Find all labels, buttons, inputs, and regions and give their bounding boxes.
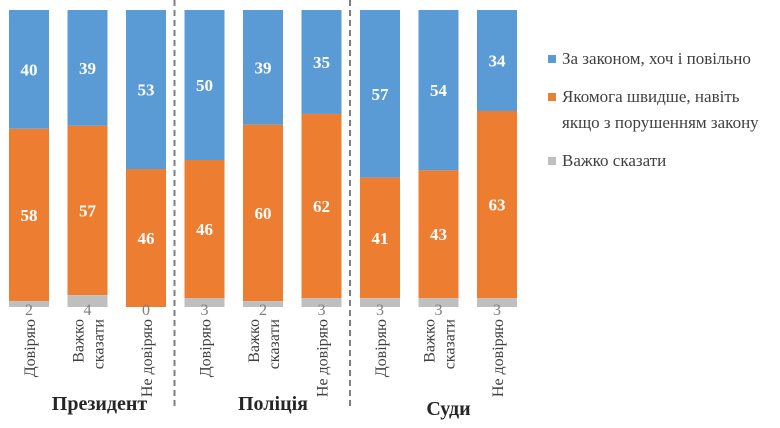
data-label: 43 [430, 225, 447, 244]
data-label: 46 [138, 229, 155, 248]
data-label: 39 [79, 59, 96, 78]
bar-segment [301, 10, 342, 114]
data-label: 2 [259, 302, 267, 319]
group-label: Поліція [238, 393, 308, 415]
legend-label: Важко сказати [562, 151, 667, 170]
bar-segment [477, 110, 517, 299]
bar-segment [126, 10, 166, 169]
bar-segment [301, 113, 342, 299]
category-label: Не довіряю [490, 319, 507, 397]
bar-segment [184, 160, 225, 298]
category-label: Не довіряю [139, 319, 156, 397]
bar-segment [243, 124, 283, 302]
data-label: 3 [318, 302, 326, 319]
legend-label: За законом, хоч і повільно [562, 49, 751, 68]
legend-label: Якомога швидше, навіть якщо з порушенням… [562, 87, 759, 132]
bar-segment [477, 298, 517, 307]
data-label: 50 [196, 76, 213, 95]
bar-segment [9, 128, 49, 302]
data-label: 53 [138, 81, 155, 100]
category-label: Довіряю [22, 319, 39, 377]
data-label: 57 [372, 85, 390, 104]
group-label: Суди [426, 398, 470, 420]
bar-segment [360, 10, 400, 178]
data-label: 3 [201, 302, 209, 319]
category-label: Довіряю [373, 319, 390, 377]
data-label: 3 [435, 302, 443, 319]
bar-segment [418, 298, 459, 307]
data-label: 3 [493, 302, 501, 319]
data-label: 34 [489, 51, 507, 70]
group-label: Президент [52, 393, 148, 415]
data-label: 58 [21, 206, 38, 225]
data-label: 40 [21, 60, 38, 79]
data-label: 54 [430, 81, 448, 100]
category-label: сказати [266, 319, 283, 370]
data-label: 41 [372, 229, 389, 248]
legend-swatch-orange [548, 93, 556, 101]
bar-segment [67, 295, 108, 307]
bar-segment [184, 10, 225, 160]
data-label: 2 [25, 302, 33, 319]
data-label: 4 [84, 302, 92, 319]
data-label: 60 [255, 204, 272, 223]
category-label: Важко [71, 319, 88, 363]
bar-segment [184, 298, 225, 307]
legend-item-lawful: За законом, хоч і повільно [548, 46, 778, 72]
category-label: сказати [442, 319, 459, 370]
data-label: 62 [313, 197, 330, 216]
bar-segment [418, 170, 459, 299]
legend-swatch-gray [548, 157, 556, 165]
bar-segment [9, 301, 49, 307]
data-label: 57 [79, 201, 97, 220]
data-label: 3 [376, 302, 384, 319]
bar-segment [418, 10, 459, 171]
data-label: 35 [313, 53, 330, 72]
bar-segment [477, 10, 517, 111]
bar-segment [67, 125, 108, 296]
bar-segment [126, 169, 166, 307]
category-label: Не довіряю [315, 319, 332, 397]
category-label: Довіряю [198, 319, 215, 377]
bar-segment [360, 177, 400, 299]
bar-segment [243, 10, 283, 125]
legend-item-hard: Важко сказати [548, 148, 778, 174]
legend-item-fast: Якомога швидше, навіть якщо з порушенням… [548, 84, 778, 136]
bar-segment [360, 298, 400, 307]
bar-segment [301, 298, 342, 307]
category-label: сказати [91, 319, 108, 370]
bar-segment [243, 301, 283, 307]
data-label: 39 [255, 58, 272, 77]
legend: За законом, хоч і повільно Якомога швидш… [548, 46, 778, 186]
bar-segment [9, 10, 49, 129]
bar-segment [67, 10, 108, 126]
data-label: 63 [489, 196, 506, 215]
legend-swatch-blue [548, 55, 556, 63]
category-label: Важко [422, 319, 439, 363]
data-label: 46 [196, 220, 213, 239]
data-label: 0 [142, 302, 150, 319]
category-label: Важко [246, 319, 263, 363]
